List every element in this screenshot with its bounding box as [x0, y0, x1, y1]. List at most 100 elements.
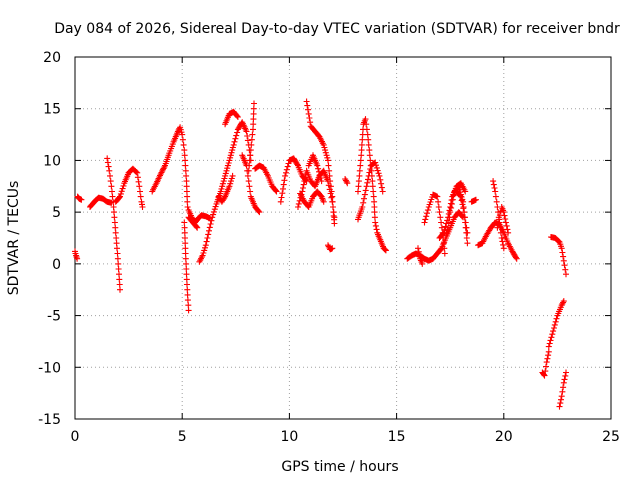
data-point [157, 170, 164, 177]
x-tick-label: 0 [71, 429, 80, 445]
data-point [502, 216, 509, 222]
data-point [550, 328, 557, 335]
data-point [366, 147, 373, 154]
data-point [219, 180, 226, 187]
data-point [119, 185, 126, 192]
data-point [501, 212, 508, 219]
data-point [202, 242, 209, 249]
data-point [361, 191, 368, 198]
data-point [552, 318, 559, 325]
data-point [330, 204, 336, 210]
data-point [344, 180, 351, 187]
data-point [561, 376, 568, 383]
data-point [548, 334, 555, 341]
data-point [231, 138, 238, 145]
data-point [357, 162, 364, 169]
data-point [363, 121, 370, 128]
data-point [491, 185, 498, 191]
data-point [367, 157, 374, 164]
data-point [329, 193, 336, 200]
data-point [458, 197, 465, 204]
data-point [133, 169, 140, 175]
data-point [182, 240, 189, 247]
data-point [250, 105, 257, 112]
data-point [295, 200, 302, 207]
data-point [496, 216, 503, 223]
data-point [422, 216, 429, 223]
data-point [560, 257, 567, 264]
data-point [184, 281, 190, 288]
data-point [179, 136, 186, 143]
data-point [326, 186, 333, 193]
data-point [206, 227, 212, 234]
data-point [357, 157, 364, 164]
data-point [234, 129, 241, 136]
data-point [280, 185, 286, 192]
data-point [462, 219, 469, 226]
data-point [204, 235, 211, 241]
data-point [544, 355, 551, 362]
data-point [179, 131, 186, 138]
data-point [137, 193, 144, 200]
data-point [543, 359, 550, 366]
data-point [250, 110, 257, 117]
data-point [315, 165, 322, 172]
data-point [228, 178, 234, 185]
data-point [376, 172, 383, 179]
data-point [556, 403, 563, 410]
data-point [366, 152, 373, 159]
data-point [500, 209, 507, 216]
data-point [360, 199, 367, 206]
data-point [113, 240, 120, 247]
data-point [283, 169, 289, 176]
data-point [557, 400, 564, 407]
data-point [378, 184, 385, 191]
data-point [113, 235, 120, 241]
data-point [134, 169, 141, 176]
x-tick-label: 5 [178, 429, 187, 445]
data-point [379, 188, 386, 195]
data-point [563, 369, 569, 376]
data-point [363, 183, 370, 190]
data-point [492, 193, 499, 200]
data-point [184, 198, 191, 205]
data-point [117, 286, 123, 293]
data-point [158, 169, 165, 176]
data-point [460, 205, 467, 212]
data-point [365, 141, 372, 148]
data-point [325, 162, 332, 169]
data-point [322, 147, 329, 154]
data-point [201, 247, 208, 254]
data-point [331, 220, 338, 227]
y-tick-label: 0 [52, 257, 61, 273]
data-point [558, 302, 565, 309]
data-point [560, 384, 567, 391]
data-point [120, 182, 127, 189]
data-point [221, 175, 228, 182]
data-point [325, 157, 331, 164]
data-point [364, 131, 371, 138]
data-point [435, 204, 442, 210]
data-point [328, 194, 335, 201]
data-point [358, 147, 365, 154]
data-point [441, 245, 448, 252]
data-point [448, 200, 455, 207]
data-point [251, 100, 257, 107]
data-point [490, 181, 497, 188]
data-point [342, 177, 349, 184]
data-point [250, 116, 257, 123]
data-point [505, 229, 512, 236]
data-point [226, 183, 233, 190]
data-point [256, 209, 263, 216]
data-point [329, 245, 336, 252]
data-point [450, 192, 457, 199]
data-point [180, 141, 187, 148]
data-point [285, 160, 292, 167]
data-point [378, 180, 385, 187]
data-point [551, 321, 558, 328]
data-point [208, 217, 215, 224]
data-point [555, 237, 562, 244]
data-point [244, 133, 251, 139]
data-point [490, 178, 497, 185]
data-point [301, 178, 308, 185]
